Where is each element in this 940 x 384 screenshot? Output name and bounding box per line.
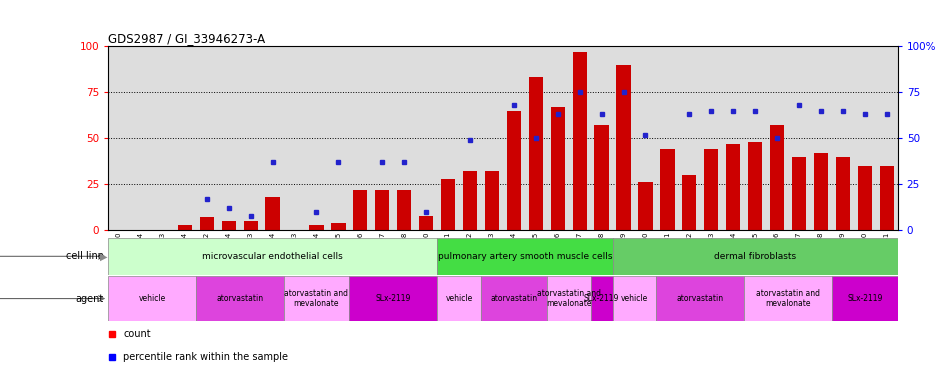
Bar [656,276,744,321]
Bar [196,276,284,321]
Bar [441,179,455,230]
Bar [485,171,499,230]
Bar [462,171,478,230]
Bar [791,157,807,230]
Text: SLx-2119: SLx-2119 [376,294,411,303]
Bar [265,197,280,230]
Bar [836,157,850,230]
Bar [178,225,192,230]
Text: vehicle: vehicle [138,294,165,303]
Bar [857,166,872,230]
Bar [638,182,652,230]
Text: atorvastatin: atorvastatin [216,294,263,303]
Bar [590,276,613,321]
Bar [880,166,894,230]
Bar [222,221,236,230]
Bar [551,107,565,230]
Text: GDS2987 / GI_33946273-A: GDS2987 / GI_33946273-A [108,32,265,45]
Bar [528,78,543,230]
Bar [397,190,412,230]
Bar [744,276,832,321]
Bar [832,276,898,321]
Bar [613,276,656,321]
Text: dermal fibroblasts: dermal fibroblasts [714,252,796,261]
Bar [437,276,481,321]
Bar [353,190,368,230]
Bar [748,142,762,230]
Bar [547,276,590,321]
Bar [704,149,718,230]
Bar [770,125,784,230]
Bar [507,111,521,230]
Bar [419,216,433,230]
Text: atorvastatin and
mevalonate: atorvastatin and mevalonate [756,289,820,308]
Text: SLx-2119: SLx-2119 [847,294,883,303]
Text: percentile rank within the sample: percentile rank within the sample [123,352,289,362]
Bar [814,153,828,230]
Text: atorvastatin: atorvastatin [677,294,724,303]
Text: vehicle: vehicle [621,294,648,303]
Text: atorvastatin and
mevalonate: atorvastatin and mevalonate [537,289,601,308]
Bar [617,65,631,230]
Bar [284,276,350,321]
Bar [682,175,697,230]
Text: cell line: cell line [66,251,103,262]
Text: microvascular endothelial cells: microvascular endothelial cells [202,252,343,261]
Text: atorvastatin and
mevalonate: atorvastatin and mevalonate [285,289,349,308]
Bar [726,144,741,230]
Text: vehicle: vehicle [446,294,473,303]
Bar [199,217,214,230]
Bar [108,238,437,275]
Text: agent: agent [75,293,103,304]
Bar [437,238,613,275]
Text: ▶: ▶ [100,251,107,262]
Text: atorvastatin: atorvastatin [491,294,538,303]
Bar [572,51,587,230]
Text: pulmonary artery smooth muscle cells: pulmonary artery smooth muscle cells [438,252,612,261]
Bar [243,221,258,230]
Bar [594,125,609,230]
Bar [613,238,898,275]
Bar [309,225,323,230]
Bar [481,276,547,321]
Bar [660,149,675,230]
Bar [350,276,437,321]
Text: count: count [123,329,150,339]
Bar [108,276,196,321]
Text: SLx-2119: SLx-2119 [584,294,619,303]
Bar [331,223,346,230]
Bar [375,190,389,230]
